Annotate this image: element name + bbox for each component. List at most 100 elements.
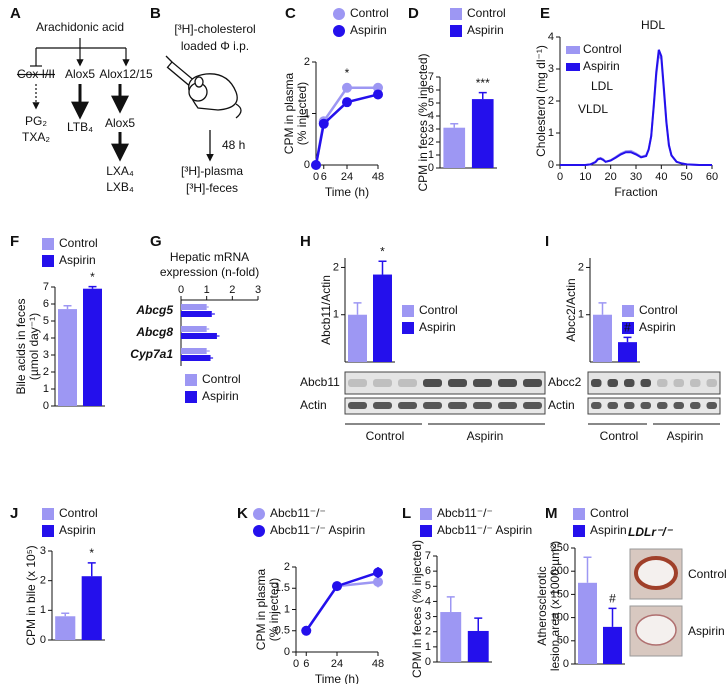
bar	[603, 626, 622, 664]
y-tick-label: 7	[425, 550, 431, 562]
legend-label: Aspirin	[467, 23, 504, 37]
blot-frame	[587, 371, 721, 395]
y-tick-label: 0	[304, 159, 310, 171]
legend-swatch	[185, 374, 197, 386]
y-tick-label: 1	[304, 107, 310, 119]
bar	[618, 342, 637, 362]
annotation: ***	[476, 76, 490, 90]
line	[560, 49, 712, 166]
product: LXA₄	[106, 164, 134, 178]
blot-frame	[344, 397, 546, 415]
y-tick-label: 1	[425, 641, 431, 653]
group-label: Control	[366, 429, 405, 443]
legend-swatch	[450, 25, 462, 37]
y-tick-label: 6	[43, 298, 49, 310]
panel-label: L	[402, 505, 411, 522]
legend-label: Control	[419, 303, 458, 317]
panel-label: F	[10, 233, 19, 250]
annotation: *	[345, 66, 350, 80]
legend-label: Aspirin	[202, 389, 239, 403]
y-tick-label: 4	[548, 31, 554, 43]
blot-band	[673, 379, 684, 387]
step: [³H]-cholesterol	[174, 22, 255, 36]
point	[342, 82, 352, 93]
legend-label: Control	[583, 42, 622, 56]
legend-label: Aspirin	[583, 59, 620, 73]
x-tick-label: 60	[706, 171, 718, 183]
legend-label: Control	[202, 372, 241, 386]
blot-band	[473, 379, 492, 387]
y-tick-label: 0	[548, 159, 554, 171]
y-tick-label: 2	[428, 136, 434, 148]
y-axis-label: CPM in plasma	[254, 568, 268, 650]
y-axis-label: Cholesterol (mg dl⁻¹)	[534, 45, 548, 157]
step: loaded Φ i.p.	[181, 39, 249, 53]
panel-label: E	[540, 5, 550, 22]
y-tick-label: 2	[333, 261, 339, 273]
legend-marker	[253, 525, 265, 537]
panel-label: K	[237, 505, 248, 522]
y-axis-label: CPM in feces (% injected)	[416, 53, 430, 191]
y-tick-label: 1.5	[275, 582, 290, 594]
y-axis-label: lesion area (x 1000 µm²)	[548, 541, 562, 671]
x-tick-label: 30	[630, 171, 642, 183]
point	[342, 97, 352, 108]
blot-band	[624, 402, 635, 409]
error-bar	[63, 304, 72, 310]
step: 48 h	[222, 138, 245, 152]
legend-swatch	[420, 525, 432, 537]
x-axis-label: Time (h)	[325, 185, 369, 199]
error-bar	[61, 612, 70, 617]
x-tick-label: 6	[303, 658, 309, 670]
enzyme: Alox5	[65, 67, 95, 81]
annotation: *	[380, 244, 385, 258]
x-tick-label: 40	[655, 171, 667, 183]
blot-band	[657, 402, 668, 409]
legend-swatch	[622, 322, 634, 334]
x-axis-label: Time (h)	[315, 672, 359, 684]
legend-label: Aspirin	[419, 320, 456, 334]
bar	[58, 309, 77, 406]
lumen	[634, 556, 678, 590]
line	[305, 571, 379, 632]
bar	[181, 355, 211, 361]
point	[373, 567, 383, 578]
blot-band	[448, 402, 467, 409]
y-tick-label: 7	[428, 71, 434, 83]
group-label: Control	[600, 429, 639, 443]
annotation: HDL	[641, 18, 665, 32]
blot-band	[624, 379, 635, 387]
blot-band	[373, 402, 392, 409]
blot-row-label: Actin	[300, 398, 327, 412]
panel-label: M	[545, 505, 558, 522]
annotation: *	[90, 270, 95, 284]
y-tick-label: 5	[43, 315, 49, 327]
line	[305, 580, 379, 632]
legend-label: Control	[590, 506, 629, 520]
source: Arachidonic acid	[36, 20, 124, 34]
legend-label: Control	[59, 236, 98, 250]
error-bar	[598, 302, 607, 315]
x-tick-label: 1	[204, 284, 210, 296]
y-tick-label: 1	[333, 309, 339, 321]
panel-label: B	[150, 5, 161, 22]
bar	[348, 314, 367, 362]
point	[301, 625, 312, 636]
bar	[181, 333, 217, 339]
group-label: Aspirin	[667, 429, 704, 443]
y-tick-label: 1	[284, 603, 290, 615]
legend-swatch	[450, 8, 462, 20]
error-bar	[353, 302, 362, 315]
y-tick-label: 1	[578, 309, 584, 321]
blot-band	[591, 379, 602, 387]
y-tick-label: 100	[551, 612, 569, 624]
legend-swatch	[573, 508, 585, 520]
lumen	[635, 614, 677, 646]
y-tick-label: 4	[428, 110, 434, 122]
legend-label: Abcb11⁻/⁻	[437, 506, 493, 520]
blot-band	[348, 402, 367, 409]
histology-label: Aspirin	[688, 624, 725, 638]
blot-band	[690, 379, 701, 387]
histology-label: Control	[688, 567, 726, 581]
legend-swatch	[566, 46, 580, 54]
